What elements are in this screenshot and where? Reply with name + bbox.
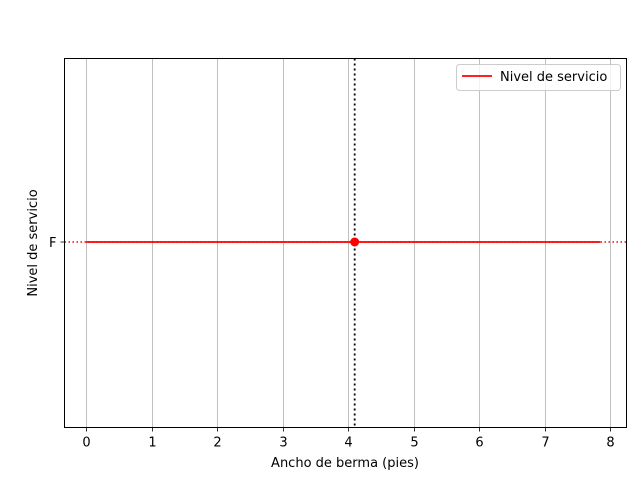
- x-axis-ticks: 0 1 2 3 4 5 6 7 8: [82, 427, 615, 451]
- x-tick-label: 7: [541, 436, 549, 451]
- x-tick-label: 8: [606, 436, 614, 451]
- legend: Nivel de servicio: [456, 64, 621, 91]
- x-tick-label: 2: [213, 436, 221, 451]
- legend-label: Nivel de servicio: [500, 70, 607, 85]
- y-axis-label: Nivel de servicio: [26, 189, 41, 296]
- x-tick-label: 5: [410, 436, 418, 451]
- x-tick-label: 3: [279, 436, 287, 451]
- legend-box: [456, 64, 621, 91]
- x-tick-label: 4: [344, 436, 352, 451]
- x-tick-label: 6: [475, 436, 483, 451]
- x-axis-label: Ancho de berma (pies): [271, 456, 419, 471]
- x-tick-label: 0: [82, 436, 90, 451]
- plot-frame: [64, 58, 627, 428]
- y-tick-label: F: [49, 236, 56, 251]
- grid-lines: [86, 58, 611, 428]
- data-point-marker: [350, 237, 360, 247]
- x-tick-label: 1: [148, 436, 156, 451]
- series-layer: [86, 237, 601, 247]
- y-axis-ticks: F: [49, 236, 65, 251]
